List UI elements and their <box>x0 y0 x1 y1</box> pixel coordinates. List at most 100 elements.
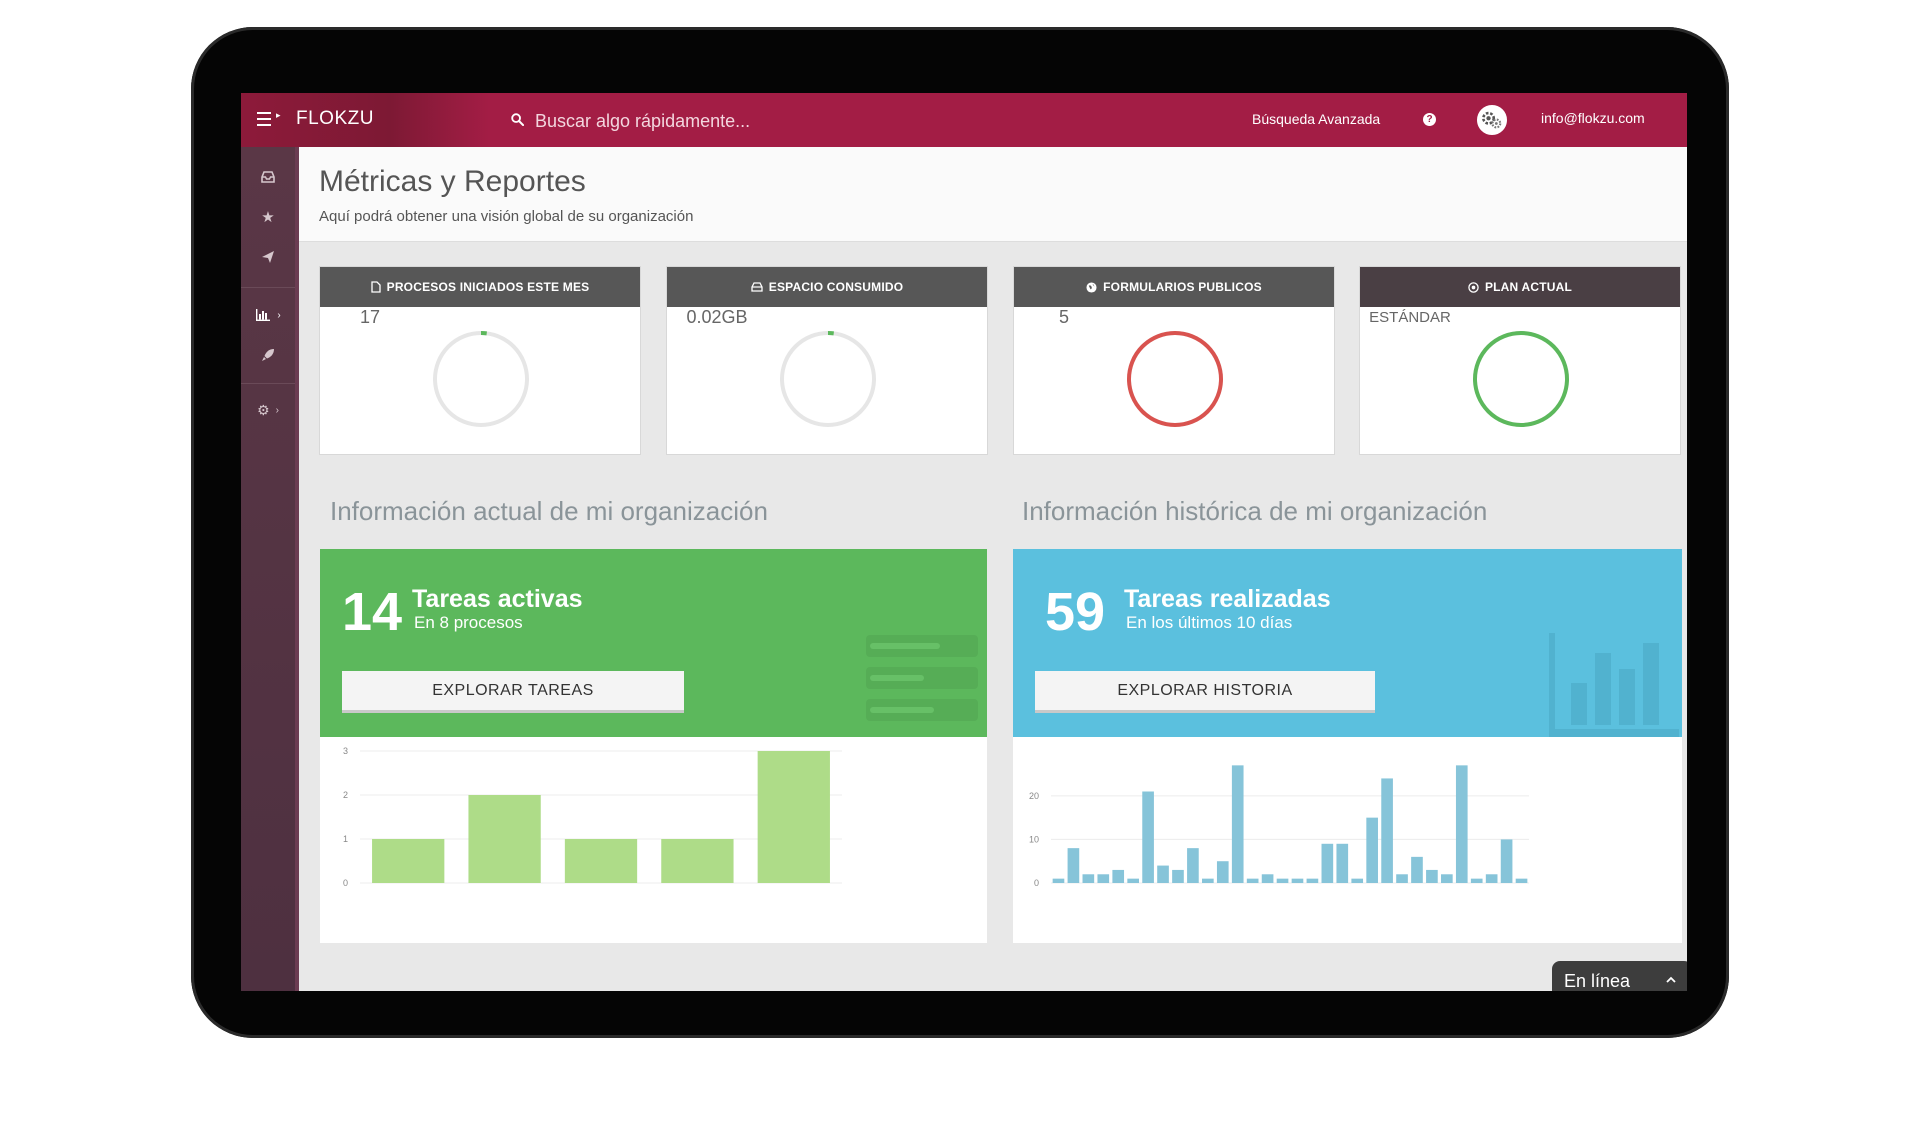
metric-label: FORMULARIOS PUBLICOS <box>1103 280 1262 294</box>
bar <box>1067 848 1080 883</box>
bar <box>1112 869 1125 883</box>
ring-track <box>433 331 529 427</box>
bar <box>1216 861 1229 883</box>
ring-progress <box>1473 331 1569 427</box>
bar <box>1052 878 1065 883</box>
caret-right-icon: ▸ <box>276 110 281 120</box>
section-title-current: Información actual de mi organización <box>330 496 768 526</box>
chat-status-label: En línea <box>1564 971 1631 991</box>
storage-icon <box>751 282 763 292</box>
y-tick-label: 2 <box>343 790 348 800</box>
advanced-search-link[interactable]: Búsqueda Avanzada <box>1252 111 1381 127</box>
sidebar-divider <box>241 383 295 384</box>
metric-ring <box>1473 331 1569 427</box>
completed-tasks-bar-chart: 0 10 20 <box>1029 765 1529 888</box>
metric-card-header: PLAN ACTUAL <box>1360 267 1680 307</box>
brand-logo: FLOKZU <box>296 108 374 129</box>
bar <box>1202 878 1214 883</box>
metric-card-plan: PLAN ACTUAL ESTÁNDAR <box>1359 266 1681 455</box>
bar <box>1426 869 1438 883</box>
bar <box>1441 874 1453 883</box>
bar <box>1396 874 1408 883</box>
ring-progress <box>1127 331 1223 427</box>
search-input[interactable] <box>535 107 995 135</box>
bar <box>372 839 445 883</box>
ring-progress <box>780 331 876 427</box>
active-tasks-bar-chart: 0 1 2 3 <box>343 746 842 888</box>
quick-search <box>511 107 1011 135</box>
section-title-history: Información histórica de mi organización <box>1022 496 1488 526</box>
app-screen: ▸ FLOKZU Búsqueda Avanzada ? info@flokzu… <box>241 93 1687 991</box>
bar <box>1306 878 1319 883</box>
bar <box>1127 878 1139 883</box>
active-tasks-title: Tareas activas <box>412 585 583 613</box>
y-tick-label: 1 <box>343 834 348 844</box>
file-icon <box>370 281 381 293</box>
metric-value: 5 <box>1058 306 1069 327</box>
explore-tasks-button[interactable]: EXPLORAR TAREAS <box>342 671 684 713</box>
bar-chart-icon <box>256 309 271 321</box>
sidebar-item-favorites[interactable]: ★ <box>241 197 295 237</box>
bar <box>564 839 638 883</box>
metric-label: PROCESOS INICIADOS ESTE MES <box>386 280 590 294</box>
completed-tasks-panel: 59 Tareas realizadas En los últimos 10 d… <box>1013 549 1682 737</box>
avatar[interactable] <box>1477 105 1507 135</box>
bar <box>1157 865 1169 883</box>
top-bar: ▸ FLOKZU Búsqueda Avanzada ? info@flokzu… <box>241 93 1687 147</box>
metric-ring <box>780 331 876 427</box>
bar <box>1172 869 1184 883</box>
completed-tasks-chart: 0 10 20 <box>1013 737 1682 943</box>
metric-card-public-forms: FORMULARIOS PUBLICOS 5 <box>1013 266 1335 455</box>
ring-progress <box>433 331 529 427</box>
completed-tasks-subtitle: En los últimos 10 días <box>1126 613 1293 632</box>
metric-ring <box>433 331 529 427</box>
bar <box>468 795 541 883</box>
completed-tasks-count: 59 <box>1045 582 1106 642</box>
sidebar-item-reports[interactable]: › <box>241 295 295 335</box>
metric-label: ESPACIO CONSUMIDO <box>768 280 904 294</box>
bar <box>1261 874 1274 883</box>
bar <box>1411 856 1423 883</box>
y-tick-label: 20 <box>1029 791 1039 801</box>
active-tasks-panel: 14 Tareas activas En 8 procesos EXPLORAR… <box>320 549 987 737</box>
metric-card-header: ESPACIO CONSUMIDO <box>667 267 987 307</box>
sidebar-divider <box>241 287 295 288</box>
sidebar-item-inbox[interactable] <box>241 157 295 197</box>
metric-card-storage: ESPACIO CONSUMIDO 0.02GB <box>666 266 988 455</box>
metric-value: 17 <box>359 306 381 327</box>
bar <box>1082 874 1095 883</box>
online-chat-tab[interactable]: En línea <box>1552 961 1687 991</box>
page-header: Métricas y Reportes Aquí podrá obtener u… <box>299 147 1687 242</box>
avatar-gears-icon <box>1482 111 1502 129</box>
explore-history-button[interactable]: EXPLORAR HISTORIA <box>1035 671 1375 713</box>
y-tick-label: 10 <box>1029 834 1039 844</box>
y-tick-label: 0 <box>343 878 348 888</box>
inbox-icon <box>261 171 275 183</box>
search-icon <box>511 113 524 126</box>
ring-track <box>780 331 876 427</box>
bar <box>1246 878 1259 883</box>
sidebar-item-settings[interactable]: ⚙ › <box>241 390 295 430</box>
metric-label: PLAN ACTUAL <box>1484 280 1573 294</box>
completed-tasks-title: Tareas realizadas <box>1124 585 1331 613</box>
history-watermark-icon <box>1549 633 1679 737</box>
star-icon: ★ <box>261 209 275 226</box>
metric-value: 0.02GB <box>686 306 748 327</box>
active-tasks-count: 14 <box>342 582 403 642</box>
bar <box>1097 874 1110 883</box>
chevron-right-icon: › <box>277 309 281 321</box>
menu-icon[interactable] <box>257 112 273 126</box>
bar <box>661 839 734 883</box>
sidebar-item-launch[interactable] <box>241 335 295 375</box>
bar <box>1381 778 1393 883</box>
chevron-up-icon <box>1666 976 1676 983</box>
bar <box>1470 878 1483 883</box>
globe-icon <box>1086 281 1097 293</box>
brand-area: ▸ FLOKZU <box>241 93 489 147</box>
target-icon <box>1468 281 1479 293</box>
sidebar-item-send[interactable] <box>241 237 295 277</box>
sidebar: ★ › ⚙ › <box>241 147 299 991</box>
help-icon[interactable]: ? <box>1423 113 1436 126</box>
metric-card-header: FORMULARIOS PUBLICOS <box>1014 267 1334 307</box>
user-email[interactable]: info@flokzu.com <box>1541 110 1645 126</box>
